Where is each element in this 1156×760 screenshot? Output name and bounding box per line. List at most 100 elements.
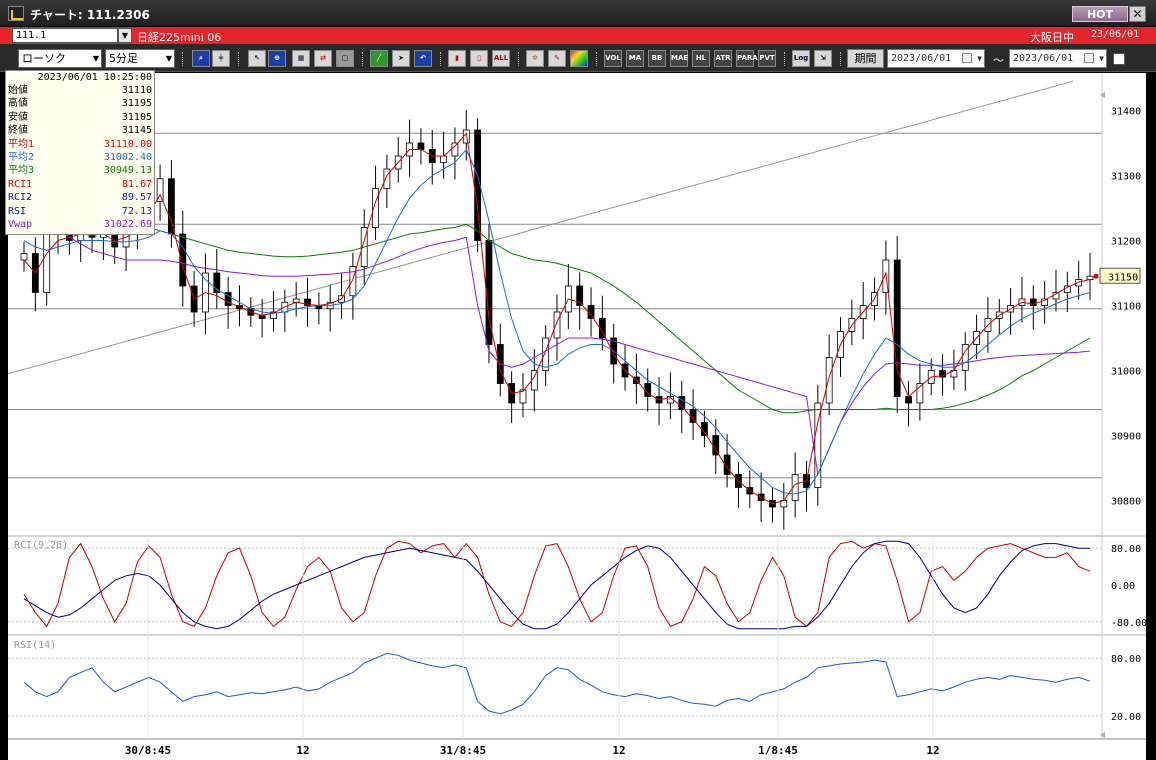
info-row: RSI 72.13 — [6, 205, 154, 218]
candle-body — [576, 285, 584, 306]
candle-body — [689, 409, 697, 423]
rci-tick-label: -80.00 — [1111, 618, 1146, 629]
symbol-dropdown-button[interactable]: ▼ — [118, 28, 132, 43]
time-tick-label: 1/8:45 — [758, 744, 798, 757]
rci-pane: RCI(9,26) 80.00 0.00 -80.00 — [8, 535, 1147, 634]
price-tick-label: 30900 — [1111, 432, 1141, 443]
symbol-bar: 111.1 ▼ 日経225mini 06 大阪日中 23/06/01 — [0, 27, 1156, 44]
price-tick-label: 31300 — [1111, 172, 1141, 183]
window-title: チャート: 111.2306 — [30, 8, 150, 22]
candle-icon[interactable]: ▮ — [448, 50, 466, 67]
mae-indicator-button[interactable]: MAE — [670, 50, 688, 67]
bb-indicator-button[interactable]: BB — [648, 50, 666, 67]
chevron-down-icon[interactable]: ▼ — [1099, 54, 1104, 63]
zoom-icon[interactable]: ⌕ — [192, 50, 210, 67]
chevron-down-icon: ▼ — [92, 54, 99, 63]
magnify-icon[interactable]: ⊕ — [268, 50, 286, 67]
info-row: 平均3 30949.13 — [6, 164, 154, 177]
candle-body — [1086, 275, 1094, 280]
time-axis-bg — [8, 739, 1146, 760]
chart-app-icon — [8, 6, 24, 21]
info-label: 安値 — [8, 111, 28, 123]
split-icon[interactable]: ⇄ — [314, 50, 332, 67]
hot-button[interactable]: HOT — [1072, 6, 1128, 22]
info-label: 始値 — [8, 85, 28, 96]
vwap-line — [23, 162, 1091, 477]
candle-body — [791, 474, 799, 501]
bar-icon[interactable]: ▯ — [470, 50, 488, 67]
candle-body — [916, 383, 924, 404]
info-value: 31110 — [121, 85, 152, 96]
period-button[interactable]: 期間 — [847, 49, 884, 68]
toolbar-separator — [238, 52, 240, 66]
calendar-icon[interactable] — [1084, 53, 1094, 63]
rci-pane-bg — [8, 536, 1146, 634]
candle-body — [270, 311, 277, 319]
ma-indicator-button[interactable]: MA — [626, 50, 644, 67]
crosshair-icon[interactable]: ╪ — [212, 50, 230, 67]
candle-body — [462, 129, 470, 144]
export-icon[interactable]: ⇲ — [814, 50, 832, 67]
info-row: 安値 31105 — [6, 111, 154, 124]
candle-body — [701, 422, 708, 436]
cursor-icon[interactable]: ↖ — [248, 50, 266, 67]
calendar-icon[interactable] — [962, 53, 972, 63]
candle-body — [723, 454, 731, 475]
chart-type-select[interactable]: ローソク ▼ — [18, 49, 102, 68]
candle-body — [1041, 298, 1049, 306]
chart-canvas[interactable]: 31400 31300 31200 31100 31000 30900 30800 31150… — [7, 73, 1147, 760]
info-label: Vwap — [8, 218, 33, 230]
info-value: 30949.13 — [103, 165, 152, 177]
candle-body — [292, 298, 300, 303]
toolbar-separator — [840, 52, 842, 66]
price-tick-label: 31000 — [1111, 367, 1141, 378]
candle-body — [213, 272, 221, 293]
volume-indicator-button[interactable]: VOL — [604, 50, 622, 67]
para-indicator-button[interactable]: PARA — [736, 50, 758, 67]
pvt-indicator-button[interactable]: PVT — [758, 50, 776, 67]
time-tick-label: 12 — [612, 744, 625, 757]
candle-body — [825, 357, 833, 404]
period-checkbox[interactable] — [1113, 53, 1125, 65]
candle-body — [598, 318, 606, 339]
close-button[interactable]: ✕ — [1129, 6, 1146, 22]
toolbar-separator — [596, 52, 598, 66]
interval-select[interactable]: 5分足 ▼ — [105, 49, 175, 68]
trend-line — [7, 80, 1074, 375]
candle-body — [961, 344, 969, 371]
info-value: 31105 — [121, 111, 152, 123]
info-label: 平均1 — [8, 138, 35, 150]
current-price-label: 31150 — [1108, 272, 1138, 283]
palette-icon[interactable] — [570, 50, 588, 67]
price-tick-label: 31100 — [1111, 302, 1141, 313]
candle-body — [417, 142, 425, 150]
trendline-icon[interactable]: ╱ — [370, 50, 388, 67]
toolbar-separator — [518, 52, 520, 66]
undo-icon[interactable]: ↶ — [414, 50, 432, 67]
symbol-code-input[interactable]: 111.1 — [12, 28, 118, 43]
rsi-pane-bg — [8, 635, 1146, 739]
settings-icon[interactable]: ✲ — [526, 50, 544, 67]
candle-body — [1029, 298, 1037, 306]
candle-body — [156, 178, 164, 202]
pointer-icon[interactable]: ➤ — [392, 50, 410, 67]
log-button[interactable]: Log — [792, 50, 810, 67]
info-label: RCI2 — [8, 192, 33, 204]
chart-area[interactable]: 31400 31300 31200 31100 31000 30900 30800 31150… — [7, 73, 1147, 760]
candle-body — [519, 389, 527, 404]
rsi-tick-label: 20.00 — [1111, 712, 1141, 723]
candle-body — [179, 233, 187, 287]
compare-icon[interactable]: ▦ — [292, 50, 310, 67]
all-button[interactable]: ALL — [492, 50, 510, 67]
lock-icon[interactable]: ▢ — [336, 50, 354, 67]
chevron-down-icon[interactable]: ▼ — [977, 54, 982, 63]
hl-indicator-button[interactable]: HL — [692, 50, 710, 67]
symbol-date: 23/06/01 — [1091, 29, 1140, 40]
candle-body — [542, 337, 550, 371]
date-from-field[interactable]: 2023/06/01 ▼ — [887, 49, 985, 68]
wrench-icon[interactable]: ✎ — [548, 50, 566, 67]
price-tick-label: 31400 — [1111, 107, 1141, 118]
atr-indicator-button[interactable]: ATR — [714, 50, 732, 67]
date-to-field[interactable]: 2023/06/01 ▼ — [1009, 49, 1107, 68]
candle-body — [678, 396, 686, 410]
